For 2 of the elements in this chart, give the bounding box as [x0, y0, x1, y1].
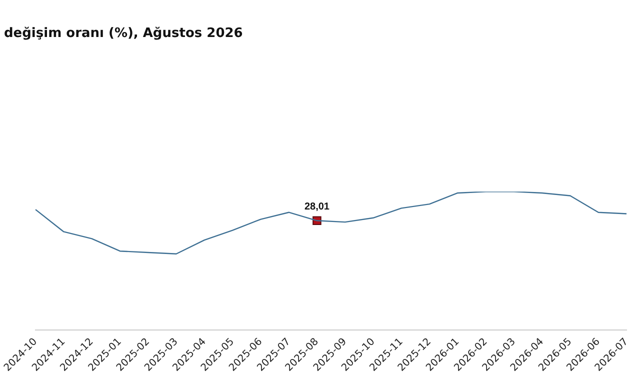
- chart-title: değişim oranı (%), Ağustos 2026: [4, 26, 243, 42]
- annotation: 28,01: [304, 201, 330, 212]
